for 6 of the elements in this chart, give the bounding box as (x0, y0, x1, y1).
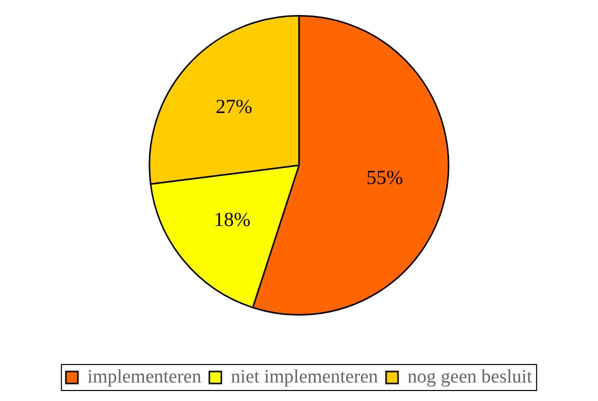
legend-label: niet implementeren (230, 366, 379, 388)
legend-label: nog geen besluit (408, 366, 533, 388)
data-label: 27% (216, 96, 252, 118)
data-label: 18% (214, 208, 250, 231)
legend-label: implementeren (87, 366, 202, 388)
data-label: 55% (366, 167, 404, 190)
